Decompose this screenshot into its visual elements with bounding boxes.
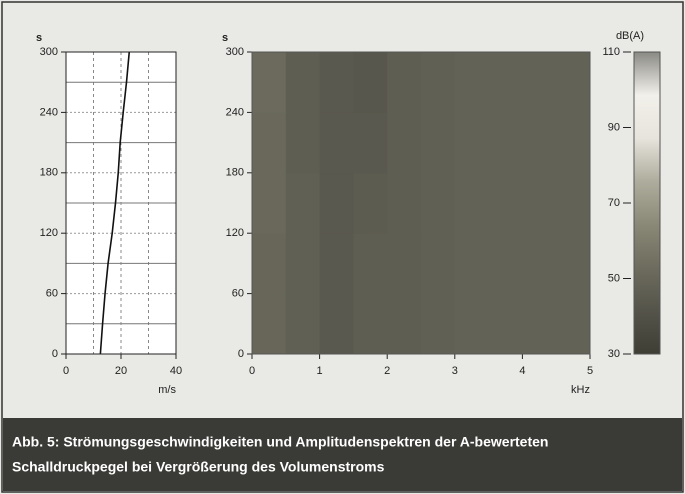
heat-cell [387, 52, 422, 113]
heat-cell [522, 293, 557, 355]
heat-cell [252, 293, 287, 355]
heat-cell [285, 293, 321, 355]
y-tick-label: 300 [40, 46, 58, 58]
heat-cell [285, 112, 321, 174]
heat-cell [488, 172, 523, 234]
x-axis-label: kHz [571, 384, 590, 396]
heat-cell [454, 112, 490, 174]
heat-cell [285, 172, 321, 234]
y-axis-label: s [36, 32, 42, 44]
heat-cell [252, 112, 287, 174]
x-tick-label: 20 [115, 365, 127, 377]
y-tick-label: 300 [226, 46, 244, 58]
x-tick-label: 40 [170, 365, 182, 377]
y-tick-label: 180 [40, 167, 58, 179]
colorbar-tick-label: 50 [608, 272, 620, 284]
y-tick-label: 60 [232, 288, 244, 300]
heat-cell [421, 233, 456, 295]
caption-band [3, 418, 682, 491]
x-tick-label: 5 [587, 365, 593, 377]
heat-cell [252, 172, 287, 234]
data-line [99, 51, 131, 355]
heat-cell [522, 172, 557, 234]
colorbar-label: dB(A) [616, 30, 644, 42]
colorbar-tick-label: 110 [602, 46, 620, 58]
heat-cell [454, 52, 490, 113]
heat-cell [556, 172, 591, 234]
heat-cell [488, 112, 523, 174]
heat-cell [252, 52, 287, 113]
heat-cell [556, 233, 591, 295]
heat-cell [454, 172, 490, 234]
y-tick-label: 120 [40, 227, 58, 239]
heat-cell [454, 233, 490, 295]
y-tick-label: 0 [238, 348, 244, 360]
heat-cell [556, 293, 591, 355]
y-tick-label: 240 [40, 106, 58, 118]
heat-cell [488, 52, 523, 113]
heat-cell [353, 112, 388, 174]
heat-cell [319, 52, 354, 113]
heat-cell [421, 293, 456, 355]
heat-cell [556, 52, 591, 113]
heat-cell [421, 112, 456, 174]
x-tick-label: 1 [317, 365, 323, 377]
heat-cell [522, 112, 557, 174]
colorbar-tick-label: 90 [608, 121, 620, 133]
heat-cell [421, 172, 456, 234]
y-tick-label: 180 [226, 167, 244, 179]
heat-cell [387, 112, 422, 174]
heat-cell [353, 293, 388, 355]
y-tick-label: 240 [226, 106, 244, 118]
caption-line: Abb. 5: Strömungsgeschwindigkeiten und A… [12, 434, 548, 450]
colorbar-tick-label: 30 [608, 348, 620, 360]
plot-border [251, 51, 591, 355]
heat-cell [522, 52, 557, 113]
heat-cell [319, 172, 354, 234]
heat-cell [353, 172, 388, 234]
x-tick-label: 3 [452, 365, 458, 377]
heat-cell [387, 233, 422, 295]
y-tick-label: 120 [226, 227, 244, 239]
heat-cell [319, 233, 354, 295]
heat-cell [421, 52, 456, 113]
heat-cell [319, 112, 354, 174]
y-tick-label: 60 [46, 288, 58, 300]
x-tick-label: 0 [249, 365, 255, 377]
y-axis-label: s [222, 32, 228, 44]
plot-border [65, 51, 177, 355]
heat-cell [252, 233, 287, 295]
x-tick-label: 4 [519, 365, 525, 377]
heat-cell [454, 293, 490, 355]
heat-cell [488, 233, 523, 295]
caption-line: Schalldruckpegel bei Vergrößerung des Vo… [12, 459, 385, 475]
heat-cell [285, 52, 321, 113]
heat-cell [488, 293, 523, 355]
heat-cell [285, 233, 321, 295]
heat-cell [319, 293, 354, 355]
heat-cell [556, 112, 591, 174]
x-tick-label: 2 [384, 365, 390, 377]
y-tick-label: 0 [52, 348, 58, 360]
heat-cell [353, 52, 388, 113]
x-axis-label: m/s [158, 384, 176, 396]
colorbar [633, 51, 661, 355]
heat-cell [353, 233, 388, 295]
x-tick-label: 0 [63, 365, 69, 377]
colorbar-tick-label: 70 [608, 197, 620, 209]
heat-cell [387, 293, 422, 355]
heat-cell [387, 172, 422, 234]
heat-cell [522, 233, 557, 295]
